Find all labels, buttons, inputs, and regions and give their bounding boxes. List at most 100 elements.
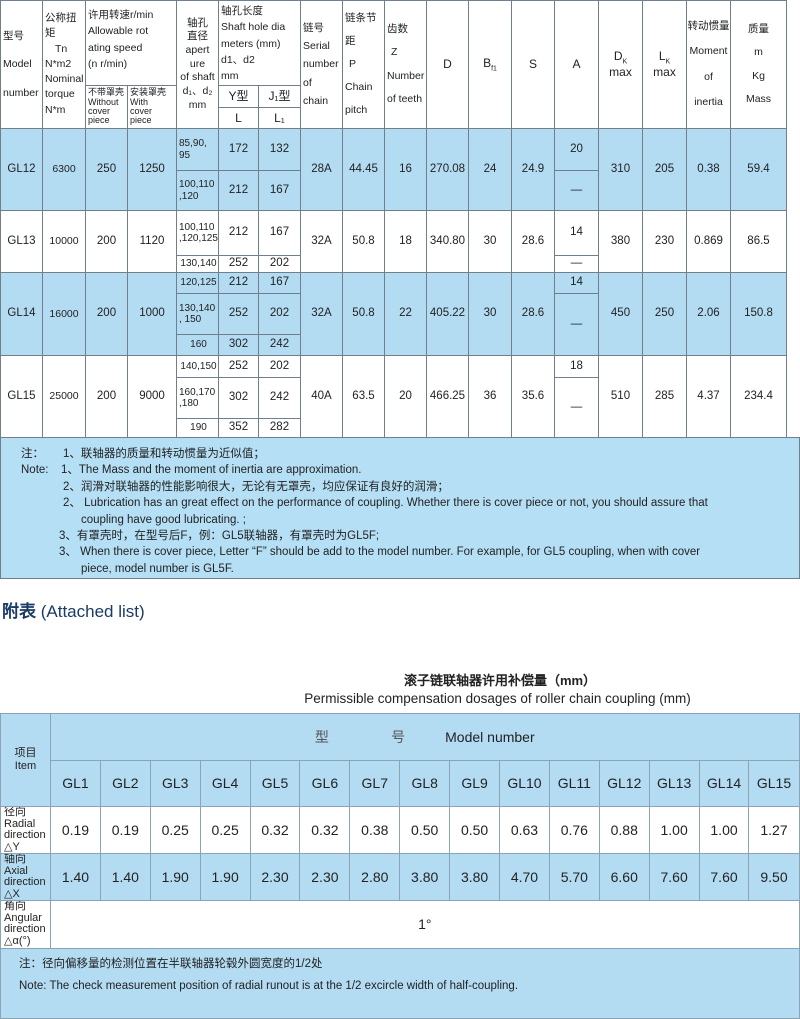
heading-cn: 附表: [2, 602, 36, 621]
header-text: torque: [45, 87, 85, 102]
cell-A: 14: [555, 211, 599, 256]
model-cell: GL6: [300, 761, 350, 807]
cell-aperture: 130,140, 150: [177, 294, 219, 335]
cell-speed_with: 1120: [128, 211, 177, 273]
label-line: direction: [4, 830, 50, 842]
cell-L: 252: [219, 356, 259, 378]
cell-D: 466.25: [427, 356, 469, 438]
model-cell: GL11: [549, 761, 599, 807]
header-text: apert: [177, 44, 218, 58]
model-cell: GL8: [400, 761, 450, 807]
radial-value: 0.88: [599, 807, 649, 854]
cell-teeth: 16: [385, 129, 427, 211]
cell-Dk: 380: [599, 211, 643, 273]
aperture-line: 130,140: [179, 258, 218, 270]
cell-aperture: 140,150: [177, 356, 219, 378]
header-text: 公称扭矩: [45, 11, 85, 41]
cell-A: —: [555, 171, 599, 211]
header-A: A: [555, 1, 599, 129]
aperture-line: 140,150: [179, 361, 218, 373]
header-text: Model: [3, 56, 42, 72]
header-text: ure: [177, 58, 218, 72]
cell-B: 30: [469, 211, 512, 273]
header-text: (n r/min): [88, 56, 176, 72]
header-text: number: [3, 85, 42, 101]
cell-inertia: 0.38: [687, 129, 731, 211]
note-text: piece, model number is GL5F.: [1, 561, 799, 577]
cell-aperture: 120,125: [177, 273, 219, 294]
cell-speed_without: 200: [86, 273, 128, 356]
radial-value: 1.27: [749, 807, 799, 854]
header-speed: 许用转速r/min Allowable rot ating speed (n r…: [86, 1, 177, 86]
header-chain: 链号 Serial number of chain: [301, 1, 343, 129]
note-text: 3、有罩壳时，在型号后F，例：GL5联轴器，有罩壳时为GL5F;: [1, 528, 799, 544]
cell-speed_with: 1250: [128, 129, 177, 211]
cell-B: 24: [469, 129, 512, 211]
axial-value: 2.30: [300, 854, 350, 901]
aperture-line: 100,110: [179, 222, 218, 234]
cell-mass: 150.8: [731, 273, 787, 356]
cell-speed_without: 250: [86, 129, 128, 211]
header-pitch: 链条节距 P Chain pitch: [343, 1, 385, 129]
item-header-text: Item: [1, 760, 50, 773]
header-y-type: Y型: [219, 86, 259, 108]
cell-L1: 167: [259, 171, 301, 211]
model-header-en: Model number: [445, 729, 535, 745]
cell-L: 172: [219, 129, 259, 171]
header-text: meters (mm): [221, 36, 300, 52]
aperture-line: , 150: [179, 314, 218, 326]
radial-value: 1.00: [649, 807, 699, 854]
header-text: B: [483, 56, 491, 70]
note-label-cn: 注：: [21, 446, 44, 462]
header-subscript: f1: [491, 65, 497, 72]
header-text: mm: [177, 99, 218, 113]
title-en: Permissible compensation dosages of roll…: [0, 691, 800, 706]
header-text: L: [659, 49, 666, 63]
radial-value: 0.63: [500, 807, 550, 854]
axial-value: 1.90: [150, 854, 200, 901]
cell-L: 302: [219, 378, 259, 419]
model-cell: GL14: [699, 761, 749, 807]
cell-inertia: 0.869: [687, 211, 731, 273]
aperture-line: 160: [179, 339, 218, 351]
axial-value: 3.80: [450, 854, 500, 901]
header-text: 转动惯量: [687, 14, 730, 39]
cell-B: 30: [469, 273, 512, 356]
cell-Lk: 205: [643, 129, 687, 211]
aperture-line: 160,170: [179, 387, 218, 399]
header-B: Bf1: [469, 1, 512, 129]
header-text: 链条节距: [345, 7, 384, 53]
header-text: inertia: [687, 90, 730, 115]
header-torque: 公称扭矩 Tn N*m2 Nominal torque N*m: [43, 1, 86, 129]
radial-value: 0.19: [51, 807, 101, 854]
radial-value: 0.32: [300, 807, 350, 854]
aperture-line: 130,140: [179, 303, 218, 315]
radial-value: 0.19: [100, 807, 150, 854]
header-S: S: [512, 1, 555, 129]
header-text: max: [643, 66, 686, 79]
note-text: 2、润滑对联轴器的性能影响很大，无论有无罩壳，均应保证有良好的润滑；: [1, 479, 799, 495]
header-text: Moment of: [687, 39, 730, 89]
axial-value: 5.70: [549, 854, 599, 901]
cell-pitch: 50.8: [343, 211, 385, 273]
aperture-line: 120,125: [179, 277, 218, 289]
cell-L1: 167: [259, 273, 301, 294]
header-text: d₁、d₂: [177, 85, 218, 99]
label-line: 轴向: [4, 854, 50, 866]
cell-aperture: 100,110,120: [177, 171, 219, 211]
cell-model: GL15: [1, 356, 43, 438]
header-text: P: [345, 53, 384, 76]
header-text: N*m: [45, 103, 85, 118]
cell-D: 340.80: [427, 211, 469, 273]
title-cn: 滚子链联轴器许用补偿量（mm）: [0, 670, 800, 689]
cell-S: 28.6: [512, 273, 555, 356]
cell-pitch: 63.5: [343, 356, 385, 438]
cell-mass: 234.4: [731, 356, 787, 438]
cell-B: 36: [469, 356, 512, 438]
